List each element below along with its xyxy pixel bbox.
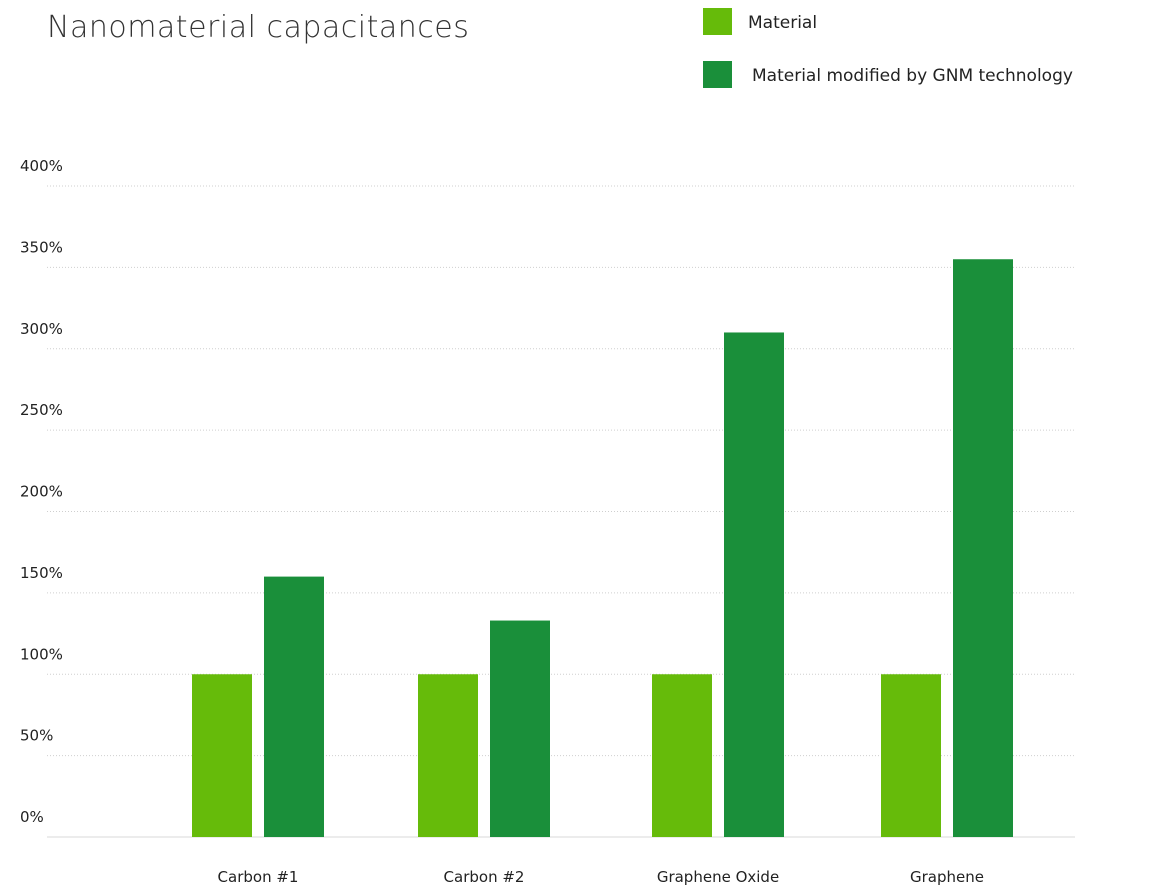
x-category-label: Graphene Oxide — [657, 868, 779, 886]
bar-modified-3 — [724, 332, 784, 837]
y-tick-label: 300% — [20, 320, 63, 338]
bar-material-1 — [192, 674, 252, 837]
legend-item-modified: Material modified by GNM technology — [703, 61, 1073, 88]
bar-material-2 — [418, 674, 478, 837]
legend-label-modified: Material modified by GNM technology — [752, 66, 1073, 86]
legend: Material Material modified by GNM techno… — [703, 8, 1073, 88]
y-tick-label: 400% — [20, 157, 63, 175]
y-tick-label: 250% — [20, 401, 63, 419]
x-category-label: Carbon #1 — [218, 868, 299, 886]
legend-label-material: Material — [748, 13, 817, 33]
bars — [192, 259, 1013, 837]
bar-material-4 — [881, 674, 941, 837]
y-tick-label: 200% — [20, 483, 63, 501]
legend-swatch-modified — [703, 61, 732, 88]
x-axis-categories: Carbon #1 Carbon #2 Graphene Oxide Graphene — [218, 868, 984, 886]
bar-modified-4 — [953, 259, 1013, 837]
x-category-label: Carbon #2 — [444, 868, 525, 886]
y-tick-label: 150% — [20, 564, 63, 582]
y-tick-label: 50% — [20, 727, 53, 745]
x-category-label: Graphene — [910, 868, 984, 886]
y-tick-label: 100% — [20, 645, 63, 663]
legend-swatch-material — [703, 8, 732, 35]
y-tick-label: 0% — [20, 808, 44, 826]
y-axis-ticks: 0% 50% 100% 150% 200% 250% 300% 350% 400% — [20, 157, 63, 826]
bar-modified-2 — [490, 620, 550, 837]
bar-material-3 — [652, 674, 712, 837]
y-tick-label: 350% — [20, 238, 63, 256]
legend-item-material: Material — [703, 8, 817, 35]
bar-modified-1 — [264, 576, 324, 837]
chart-title: Nanomaterial capacitances — [47, 10, 469, 45]
